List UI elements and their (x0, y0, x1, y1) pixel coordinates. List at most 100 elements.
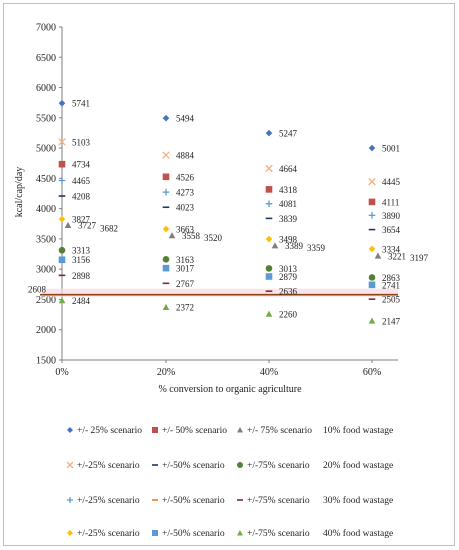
data-label: 4273 (176, 188, 195, 198)
legend-group-title: 30% food wastage (323, 495, 393, 506)
data-point (58, 256, 66, 264)
legend-label: +/-25% scenario (77, 496, 140, 506)
data-label: 3197 (410, 253, 429, 263)
data-label: 4111 (382, 197, 399, 207)
chart-frame (3, 3, 455, 546)
legend-label: +/- 25% scenario (77, 426, 142, 436)
legend-marker (237, 427, 243, 433)
y-tick-label: 1500 (36, 356, 56, 367)
data-label: 4081 (279, 199, 297, 209)
y-tick-label: 4500 (36, 174, 56, 185)
legend-label: +/-50% scenario (162, 496, 225, 506)
data-label: 3498 (279, 235, 298, 245)
legend-label: +/- 50% scenario (162, 426, 227, 436)
data-label: 3558 (182, 231, 201, 241)
data-label: 4465 (72, 176, 91, 186)
data-point (58, 177, 66, 184)
data-point (265, 310, 273, 317)
legend-marker (67, 497, 73, 503)
data-label: 2767 (176, 279, 195, 289)
data-point (162, 188, 170, 196)
data-point (162, 114, 170, 122)
legend-label: +/-50% scenario (162, 529, 225, 539)
legend-label: +/-75% scenario (247, 496, 310, 506)
data-label: 2372 (176, 303, 194, 313)
legend-marker (66, 461, 74, 469)
y-tick-label: 5000 (36, 144, 56, 155)
x-tick-label: 20% (157, 367, 175, 378)
data-point (368, 274, 376, 281)
data-label: 3654 (382, 225, 401, 235)
data-point (368, 281, 376, 289)
legend-label: +/- 75% scenario (247, 426, 312, 436)
data-point (162, 256, 170, 263)
legend-group-title: 10% food wastage (323, 425, 393, 436)
y-tick-label: 6500 (36, 53, 56, 64)
data-label: 3727 (78, 221, 97, 231)
data-point (265, 235, 273, 243)
data-point (368, 245, 376, 253)
data-label: 3389 (285, 241, 304, 251)
data-point (368, 177, 376, 186)
y-tick-label: 5500 (36, 113, 56, 124)
legend-label: +/-25% scenario (77, 529, 140, 539)
x-tick-label: 40% (260, 367, 278, 378)
data-point (58, 160, 66, 168)
data-label: 4208 (72, 192, 91, 202)
data-label: 4664 (279, 164, 298, 174)
data-point (265, 273, 273, 280)
data-label: 3221 (388, 251, 406, 261)
data-point (265, 200, 273, 208)
x-tick-label: 60% (363, 367, 381, 378)
legend-group-title: 40% food wastage (323, 528, 393, 539)
data-label: 3890 (382, 211, 401, 221)
data-point (168, 232, 176, 239)
data-label: 2898 (72, 271, 91, 281)
data-label: 2147 (382, 316, 401, 326)
y-tick-label: 2500 (36, 295, 56, 306)
legend-marker (237, 530, 243, 536)
data-label: 5103 (72, 137, 91, 147)
data-label: 3663 (176, 225, 195, 235)
data-point (265, 265, 273, 272)
x-tick-label: 0% (55, 367, 68, 378)
data-label: 2484 (72, 296, 91, 306)
legend-marker (67, 427, 73, 433)
data-point (64, 221, 72, 228)
data-label: 4023 (176, 203, 195, 213)
data-point (58, 246, 66, 254)
data-point (162, 173, 170, 181)
data-label: 3682 (100, 223, 118, 233)
reference-band (42, 288, 398, 297)
data-label: 3359 (307, 243, 326, 253)
y-tick-label: 3000 (36, 265, 56, 276)
data-label: 2636 (279, 287, 298, 297)
data-label: 4318 (279, 185, 298, 195)
data-point (368, 144, 376, 152)
data-label: 3520 (204, 233, 223, 243)
data-label: 2863 (382, 273, 401, 283)
data-point (162, 303, 170, 311)
data-label: 3017 (176, 264, 195, 274)
y-tick-label: 6000 (36, 83, 56, 94)
data-label: 2505 (382, 295, 401, 305)
data-label: 3839 (279, 214, 298, 224)
data-label: 4445 (382, 177, 401, 187)
data-label: 3313 (72, 246, 91, 256)
legend-label: +/-25% scenario (77, 461, 140, 471)
legend-label: +/-75% scenario (247, 461, 310, 471)
data-point (265, 164, 273, 173)
data-label: 5741 (72, 99, 90, 109)
data-label: 3334 (382, 244, 401, 254)
data-point (368, 317, 376, 324)
data-label: 4734 (72, 160, 91, 170)
data-label: 5494 (176, 114, 195, 124)
data-point (58, 99, 66, 107)
legend-marker (67, 530, 73, 536)
reference-label: 2608 (28, 285, 47, 295)
data-label: 3156 (72, 255, 91, 265)
data-point (265, 186, 273, 193)
data-label: 5247 (279, 129, 298, 139)
data-point (162, 151, 170, 159)
